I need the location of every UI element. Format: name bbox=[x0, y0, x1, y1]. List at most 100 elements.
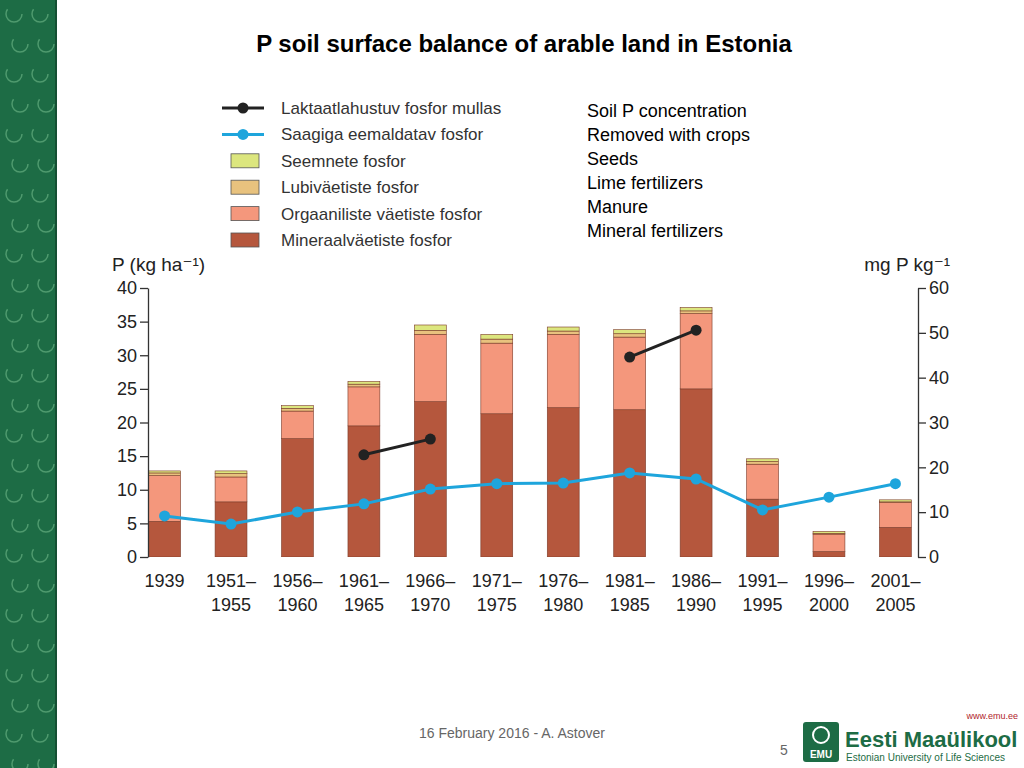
title: P soil surface balance of arable land in… bbox=[256, 30, 792, 57]
tick: 60 bbox=[918, 278, 949, 298]
tick: 30 bbox=[117, 346, 148, 366]
tick-label: 1951–1955 bbox=[206, 571, 256, 615]
legend-swatch bbox=[231, 233, 259, 247]
side-swirl bbox=[6, 606, 22, 622]
annotation: Seeds bbox=[587, 149, 638, 169]
tick: 2001–2005 bbox=[870, 571, 920, 615]
tick-label: 1981–1985 bbox=[605, 571, 655, 615]
tick-label: 1991–1995 bbox=[738, 571, 788, 615]
tick: 1951–1955 bbox=[206, 571, 256, 615]
line-marker bbox=[757, 504, 768, 515]
bar-segment bbox=[282, 406, 314, 409]
bar-segment bbox=[879, 500, 911, 502]
bar-segment bbox=[614, 330, 646, 334]
side-swirl bbox=[32, 246, 48, 262]
legend-label: Saagiga eemaldatav fosfor bbox=[281, 125, 484, 144]
tick: 40 bbox=[117, 278, 148, 298]
tick-mark bbox=[140, 490, 148, 491]
tick: 1961–1965 bbox=[339, 571, 389, 615]
legend-label: Orgaaniliste väetiste fosfor bbox=[281, 205, 483, 224]
side-swirl bbox=[6, 6, 22, 22]
tick-mark bbox=[918, 422, 926, 423]
side-swirl bbox=[12, 756, 28, 768]
tick: 1956–1960 bbox=[272, 571, 322, 615]
tick: 1976–1980 bbox=[538, 571, 588, 615]
bar-segment bbox=[680, 311, 712, 314]
axis-line bbox=[148, 289, 149, 558]
bar-segment bbox=[215, 502, 247, 557]
side-swirl bbox=[12, 36, 28, 52]
tick-label: 40 bbox=[117, 278, 137, 298]
tick-label: 2001–2005 bbox=[870, 571, 920, 615]
side-swirl bbox=[6, 546, 22, 562]
legend-item: Orgaaniliste väetiste fosfor bbox=[231, 205, 483, 224]
bar-segment bbox=[282, 411, 314, 439]
side-swirl bbox=[12, 516, 28, 532]
tick: 5 bbox=[127, 514, 148, 534]
bar-segment bbox=[614, 334, 646, 337]
tick-label: 1971–1975 bbox=[472, 571, 522, 615]
tick: 1971–1975 bbox=[472, 571, 522, 615]
side-swirl bbox=[38, 96, 54, 112]
bar-segment bbox=[149, 521, 181, 557]
side-swirl bbox=[32, 546, 48, 562]
side-swirl bbox=[32, 486, 48, 502]
side-swirl bbox=[6, 246, 22, 262]
footer: 16 February 2016 - A. Astover bbox=[419, 725, 605, 741]
tick-label: 1956–1960 bbox=[272, 571, 322, 615]
logo: EMUEesti MaaülikoolEstonian University o… bbox=[803, 722, 1017, 763]
y-axis: 0510152025303540 bbox=[117, 278, 149, 567]
tick-mark bbox=[140, 389, 148, 390]
side-swirl bbox=[12, 636, 28, 652]
line-marker bbox=[491, 478, 502, 489]
line-marker bbox=[823, 492, 834, 503]
side-swirl bbox=[38, 516, 54, 532]
x-axis: 1939 1951–1955 1956–1960 1961–1965 1966–1970… bbox=[145, 571, 921, 615]
side-swirl bbox=[32, 6, 48, 22]
bar-segment bbox=[348, 387, 380, 426]
tick-mark bbox=[140, 422, 148, 423]
side-swirl bbox=[38, 756, 54, 768]
side-swirl bbox=[38, 696, 54, 712]
bar-segment bbox=[747, 459, 779, 462]
tick-label: 1986–1990 bbox=[671, 571, 721, 615]
bar-segment bbox=[547, 331, 579, 334]
tick-label: 60 bbox=[929, 278, 949, 298]
tick: 35 bbox=[117, 312, 148, 332]
side-swirl bbox=[6, 726, 22, 742]
tick-label: 1939 bbox=[145, 571, 185, 591]
bar-segment bbox=[414, 402, 446, 557]
side-swirl bbox=[12, 336, 28, 352]
bar-segment bbox=[879, 503, 911, 528]
bar-segment bbox=[149, 473, 181, 476]
tick-label: 30 bbox=[117, 346, 137, 366]
tick-mark bbox=[918, 557, 926, 558]
legend-item: Laktaatlahustuv fosfor mullas bbox=[222, 99, 501, 118]
side-swirl bbox=[32, 426, 48, 442]
y2-axis: 0102030405060 bbox=[918, 278, 949, 567]
tick: 0 bbox=[127, 547, 148, 567]
bar-segment bbox=[747, 464, 779, 499]
tick: 1966–1970 bbox=[405, 571, 455, 615]
annotation: Soil P concentration bbox=[587, 101, 747, 121]
bar-segment bbox=[414, 330, 446, 334]
line-marker bbox=[226, 519, 237, 530]
side-swirl bbox=[6, 426, 22, 442]
bar-segment bbox=[348, 426, 380, 557]
side-swirl bbox=[38, 216, 54, 232]
side-swirl bbox=[38, 636, 54, 652]
side-swirl bbox=[6, 66, 22, 82]
logo-mark: EMU bbox=[810, 749, 832, 760]
bar-segment bbox=[747, 462, 779, 465]
side-swirl bbox=[38, 156, 54, 172]
bar-segment bbox=[481, 339, 513, 343]
bar-segment bbox=[481, 343, 513, 414]
tick: 30 bbox=[918, 413, 949, 433]
logo-emblem bbox=[813, 727, 829, 743]
bar-segment bbox=[215, 471, 247, 474]
tick-label: 1966–1970 bbox=[405, 571, 455, 615]
line-marker bbox=[691, 473, 702, 484]
line-marker bbox=[358, 498, 369, 509]
logo-subtitle: Estonian University of Life Sciences bbox=[846, 752, 1005, 763]
marks bbox=[149, 308, 912, 557]
